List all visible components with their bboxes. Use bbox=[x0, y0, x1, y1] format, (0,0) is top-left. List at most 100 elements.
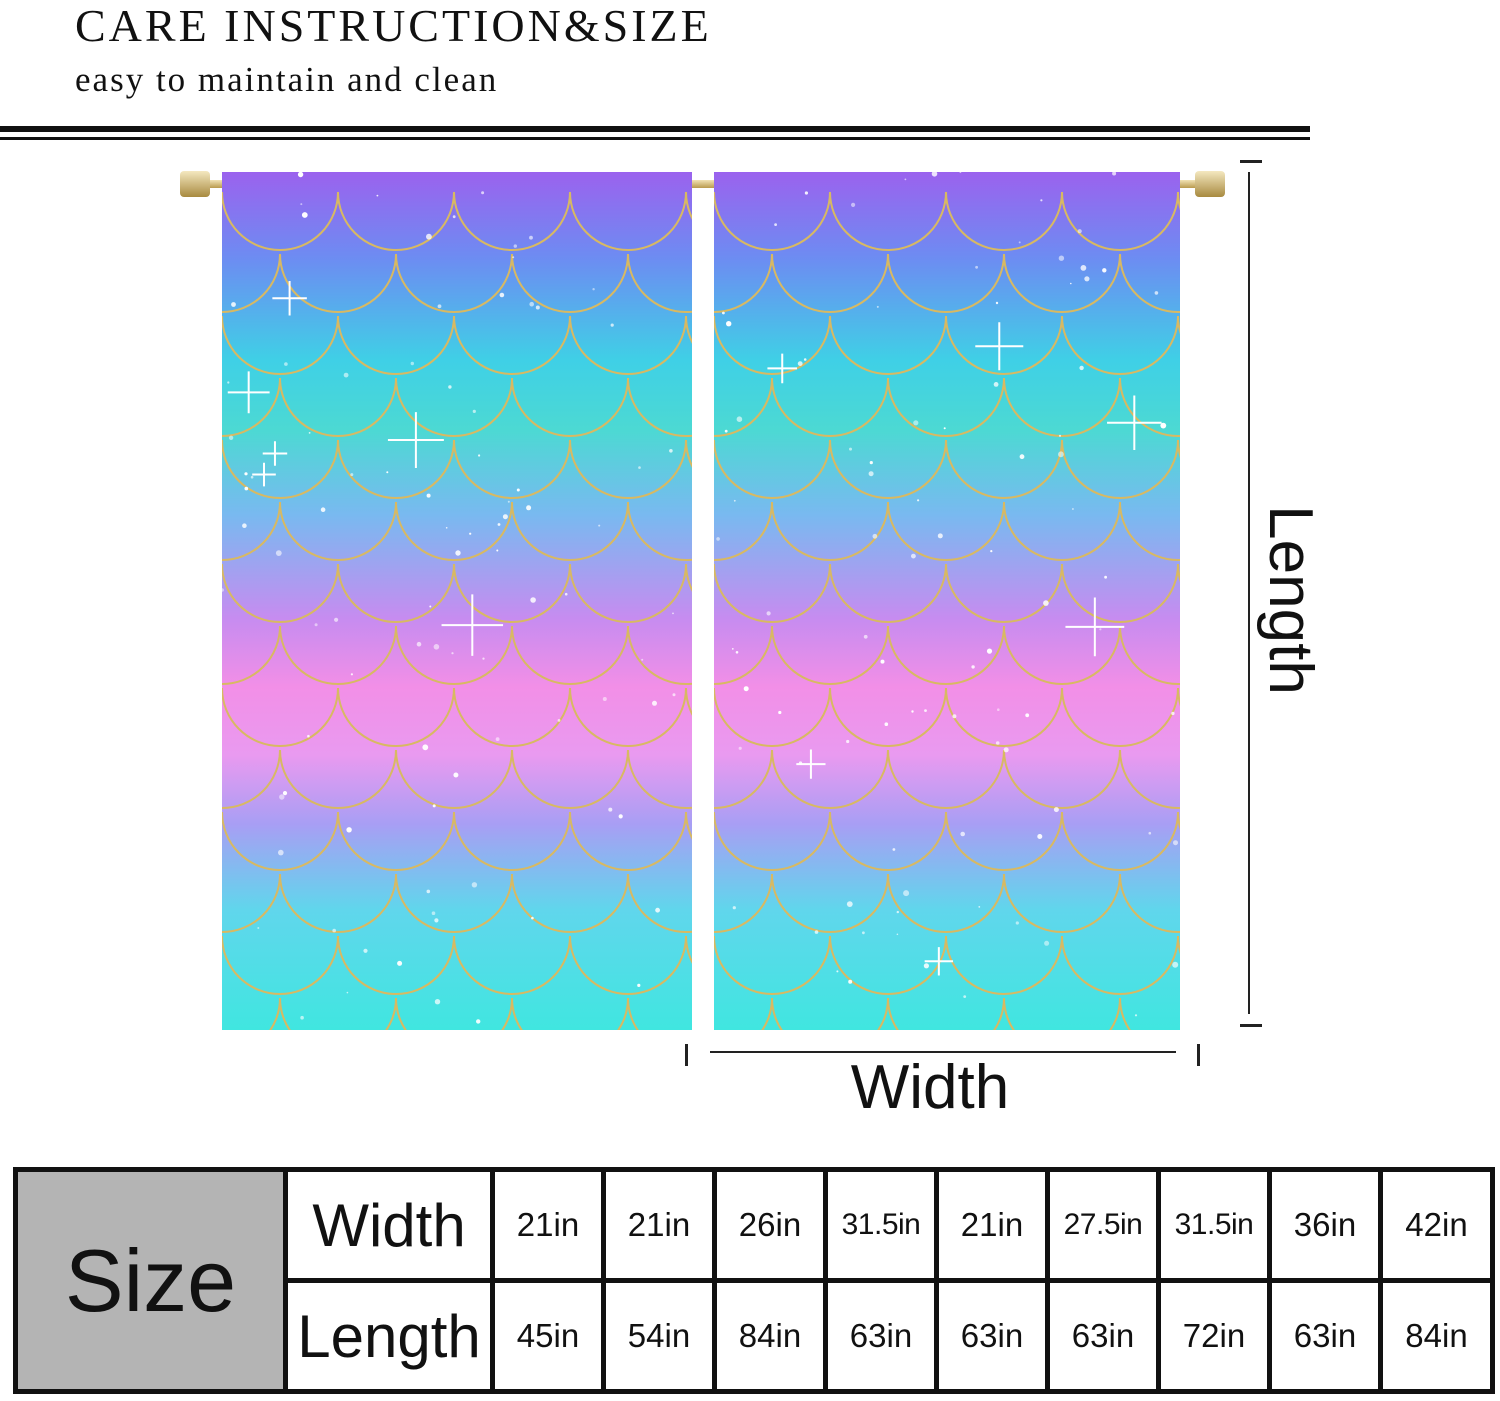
sparkle-dot bbox=[849, 447, 852, 451]
scale-arc bbox=[569, 439, 687, 499]
sparkle-dot bbox=[557, 719, 561, 722]
width-cell: 21in bbox=[934, 1167, 1050, 1283]
sparkle-dot bbox=[735, 651, 739, 654]
length-cell: 84in bbox=[1378, 1278, 1495, 1394]
length-cell: 45in bbox=[490, 1278, 606, 1394]
sparkle-dot bbox=[410, 361, 414, 366]
scale-arc bbox=[1177, 563, 1180, 583]
scale-arc bbox=[222, 191, 339, 251]
scale-arc bbox=[714, 563, 831, 623]
scale-arc bbox=[829, 563, 947, 623]
length-cell: 63in bbox=[1045, 1278, 1161, 1394]
sparkle-dot bbox=[797, 361, 803, 366]
sparkle-dot bbox=[778, 710, 782, 715]
scale-arc bbox=[887, 377, 1005, 437]
curtain-panel-right bbox=[714, 172, 1180, 1030]
length-dimension-line bbox=[1248, 172, 1250, 1014]
scale-arc bbox=[627, 997, 639, 1030]
sparkle-dot bbox=[502, 514, 508, 520]
sparkle-dot bbox=[814, 930, 819, 934]
sparkle-dot bbox=[733, 499, 736, 502]
length-cell: 72in bbox=[1156, 1278, 1272, 1394]
sparkle-dot bbox=[862, 931, 865, 935]
scale-arc bbox=[453, 935, 571, 995]
sparkle-dot bbox=[672, 693, 676, 697]
scale-arc bbox=[279, 997, 397, 1030]
width-cell: 42in bbox=[1378, 1167, 1495, 1283]
sparkle-dot bbox=[731, 648, 734, 650]
scale-arc bbox=[1119, 501, 1180, 561]
scale-arc bbox=[453, 191, 571, 251]
scale-arc bbox=[714, 315, 831, 375]
sparkle-dot bbox=[997, 708, 1000, 711]
scale-arc bbox=[1119, 377, 1180, 437]
sparkle-dot bbox=[726, 321, 732, 327]
scale-arc bbox=[222, 749, 281, 809]
scale-arc bbox=[279, 253, 397, 313]
sparkle-dot bbox=[952, 714, 957, 719]
scale-arc bbox=[714, 501, 773, 561]
sparkle-dot bbox=[1025, 713, 1030, 718]
sparkle-dot bbox=[376, 194, 379, 197]
sparkle-dot bbox=[535, 305, 540, 310]
width-cell: 31.5in bbox=[823, 1167, 939, 1283]
sparkle-dot bbox=[350, 473, 354, 477]
sparkle-dot bbox=[250, 475, 254, 479]
sparkle-dot bbox=[990, 550, 993, 553]
sparkle-star bbox=[1107, 395, 1162, 451]
sparkle-dot bbox=[481, 191, 485, 195]
sparkle-dot bbox=[993, 382, 999, 387]
scale-arc bbox=[337, 935, 455, 995]
scale-arc bbox=[887, 873, 1005, 933]
sparkle-dot bbox=[1071, 508, 1074, 510]
sparkle-dot bbox=[959, 172, 962, 174]
sparkle-dot bbox=[913, 420, 919, 426]
scale-arc bbox=[222, 935, 339, 995]
scale-arc bbox=[1177, 191, 1180, 211]
scale-arc bbox=[1061, 439, 1179, 499]
scale-arc bbox=[337, 439, 455, 499]
scale-arc bbox=[1119, 873, 1180, 933]
sparkle-dot bbox=[943, 427, 946, 430]
scale-arc bbox=[771, 997, 889, 1030]
size-table: Size Width 21in 21in 26in 31.5in 21in 27… bbox=[13, 1167, 1495, 1394]
length-cell: 63in bbox=[1267, 1278, 1383, 1394]
scale-arc bbox=[714, 811, 831, 871]
scale-arc bbox=[1003, 873, 1121, 933]
scale-arc bbox=[685, 439, 692, 468]
scale-arc bbox=[279, 873, 397, 933]
sparkle-dot bbox=[434, 918, 439, 923]
scale-arc bbox=[453, 811, 571, 871]
sparkle-dot bbox=[937, 533, 943, 539]
sparkle-star bbox=[272, 280, 307, 316]
sparkle-dot bbox=[592, 288, 595, 291]
scale-arc bbox=[395, 873, 513, 933]
sparkle-dot bbox=[1112, 172, 1117, 176]
scale-arc bbox=[511, 873, 629, 933]
sparkle-dot bbox=[397, 960, 403, 966]
sparkle-dot bbox=[876, 305, 879, 308]
scale-arc bbox=[945, 439, 1063, 499]
sparkle-dot bbox=[931, 172, 938, 177]
scale-arc bbox=[945, 687, 1063, 747]
scale-arc bbox=[945, 563, 1063, 623]
sparkle-dot bbox=[1070, 282, 1072, 285]
width-row-label: Width bbox=[283, 1167, 495, 1283]
scale-arc bbox=[222, 253, 281, 313]
sparkle-dot bbox=[346, 827, 352, 833]
sparkle-dot bbox=[846, 901, 853, 907]
sparkle-dot bbox=[426, 889, 431, 894]
scale-arc bbox=[395, 997, 513, 1030]
width-tick-left bbox=[685, 1044, 688, 1066]
sparkle-star bbox=[227, 371, 270, 414]
scale-arc bbox=[714, 191, 831, 251]
sparkle-dot bbox=[618, 814, 623, 819]
scale-arc bbox=[1119, 253, 1180, 313]
sparkle-dot bbox=[638, 466, 641, 469]
rod-finial-left bbox=[180, 171, 210, 197]
scale-arc bbox=[395, 625, 513, 685]
scale-arc bbox=[829, 191, 947, 251]
sparkle-dot bbox=[472, 409, 476, 413]
scale-arc bbox=[395, 501, 513, 561]
scale-arc bbox=[1119, 997, 1131, 1030]
